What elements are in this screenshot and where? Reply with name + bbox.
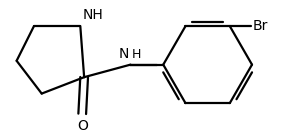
Text: N: N (119, 47, 130, 61)
Text: Br: Br (253, 19, 268, 33)
Text: NH: NH (82, 8, 103, 22)
Text: O: O (77, 119, 88, 133)
Text: H: H (132, 48, 141, 61)
